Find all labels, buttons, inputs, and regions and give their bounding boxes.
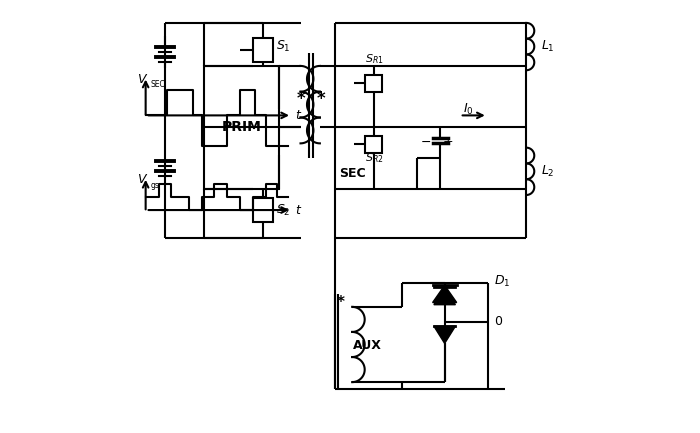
Polygon shape (434, 326, 456, 343)
Text: $S_1$: $S_1$ (276, 39, 290, 54)
Text: $D_1$: $D_1$ (494, 275, 510, 289)
Bar (365, 136, 382, 153)
Text: $V$: $V$ (137, 174, 148, 187)
Text: $S_{R1}$: $S_{R1}$ (365, 52, 384, 66)
Text: *: * (337, 295, 344, 310)
Text: $t$: $t$ (295, 109, 302, 122)
Text: $I_0$: $I_0$ (463, 102, 474, 117)
Bar (253, 38, 272, 61)
Text: 0: 0 (494, 315, 502, 328)
Text: *: * (316, 90, 325, 109)
Polygon shape (434, 288, 456, 305)
Text: $t$: $t$ (295, 204, 302, 216)
Text: PRIM: PRIM (222, 120, 262, 134)
Text: $S_2$: $S_2$ (276, 203, 290, 218)
Text: $L_1$: $L_1$ (541, 39, 555, 54)
Text: $+$: $+$ (442, 135, 454, 148)
Text: *: * (296, 90, 304, 109)
Text: $S_{R2}$: $S_{R2}$ (365, 152, 384, 165)
Text: $V$: $V$ (137, 73, 148, 86)
Text: $-$: $-$ (420, 135, 431, 148)
Text: AUX: AUX (353, 339, 382, 352)
Bar (365, 74, 382, 92)
Text: SEC: SEC (150, 81, 165, 89)
Bar (253, 198, 272, 222)
Bar (204, 66, 279, 188)
Text: $L_2$: $L_2$ (541, 164, 555, 179)
Text: SEC: SEC (340, 167, 366, 180)
Polygon shape (433, 285, 456, 303)
Text: gs: gs (150, 181, 160, 190)
